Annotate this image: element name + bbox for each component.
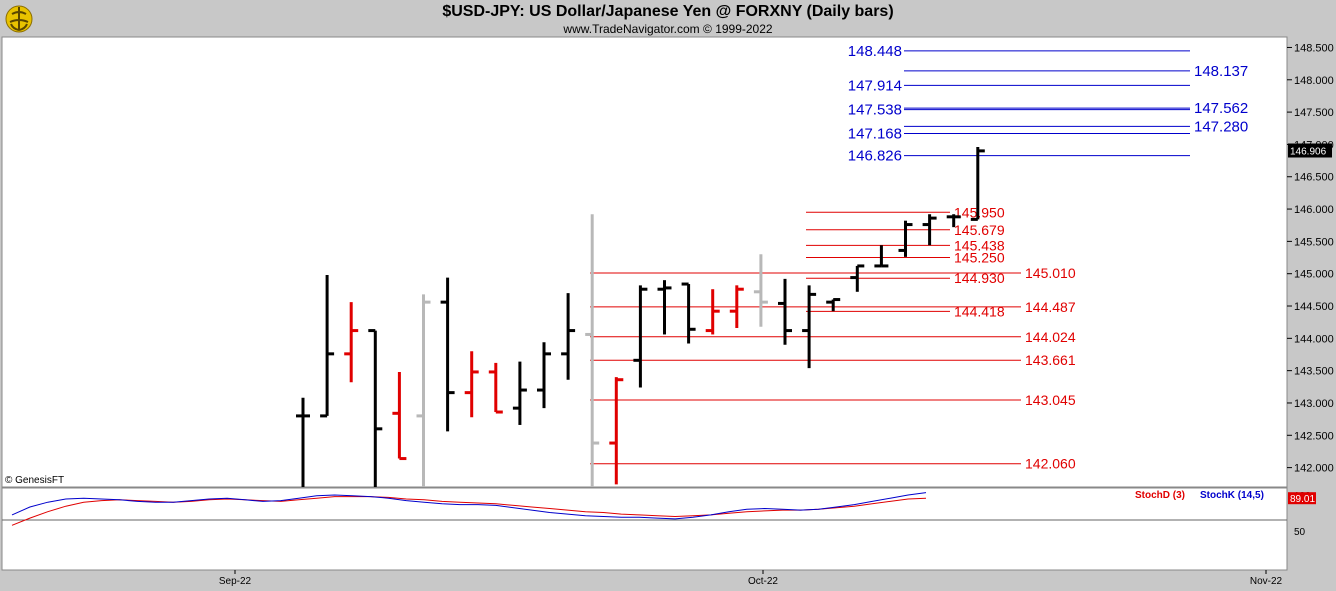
resistance-label: 147.914: [848, 77, 902, 94]
stochastic-panel: [1, 487, 1288, 571]
support-label: 145.950: [954, 204, 1005, 220]
ohlc-bar: [898, 220, 913, 257]
price-axis-label: 142.500: [1294, 430, 1334, 442]
price-axis-label: 146.000: [1294, 204, 1334, 216]
ohlc-bar: [440, 277, 455, 432]
ohlc-bar: [609, 377, 624, 485]
price-axis-label: 144.500: [1294, 301, 1334, 313]
ohlc-bar: [368, 329, 383, 487]
legend-stochk: StochK (14,5): [1200, 490, 1264, 501]
support-label: 142.060: [1025, 456, 1076, 472]
ohlc-bar: [729, 285, 744, 328]
support-label: 144.487: [1025, 299, 1076, 315]
price-axis-label: 143.000: [1294, 398, 1334, 410]
genesis-logo-icon: [5, 5, 33, 33]
chart-subtitle: www.TradeNavigator.com © 1999-2022: [563, 22, 773, 36]
support-label: 143.045: [1025, 392, 1076, 408]
support-label: 144.930: [954, 270, 1005, 286]
x-axis-label: Nov-22: [1250, 576, 1283, 587]
x-axis-label: Oct-22: [748, 576, 778, 587]
support-label: 145.010: [1025, 265, 1076, 281]
ohlc-bar: [512, 361, 527, 425]
ohlc-bar: [922, 214, 937, 246]
resistance-label: 148.448: [848, 43, 902, 60]
price-axis-label: 147.500: [1294, 107, 1334, 119]
ohlc-bar: [705, 289, 720, 335]
resistance-label: 148.137: [1194, 63, 1248, 80]
support-label: 145.250: [954, 250, 1005, 266]
ohlc-bar: [850, 264, 865, 292]
ohlc-bar: [826, 298, 841, 312]
price-panel: [1, 36, 1288, 488]
price-axis-label: 146.500: [1294, 172, 1334, 184]
stochk-line: [11, 492, 927, 520]
stochastic-axis-label: 50: [1294, 527, 1306, 538]
support-label: 145.679: [954, 222, 1005, 238]
ohlc-bar: [585, 214, 600, 487]
support-label: 144.024: [1025, 329, 1076, 345]
ohlc-bar: [778, 278, 792, 345]
price-axis-label: 145.000: [1294, 269, 1334, 281]
resistance-label: 147.538: [848, 102, 902, 119]
price-axis-label: 148.500: [1294, 42, 1334, 54]
resistance-label: 147.168: [848, 126, 902, 143]
chart-title: $USD-JPY: US Dollar/Japanese Yen @ FORXN…: [442, 3, 894, 20]
ohlc-bar: [464, 351, 479, 418]
ohlc-bar: [416, 294, 431, 487]
price-axis-label: 142.000: [1294, 463, 1334, 475]
resistance-label: 146.826: [848, 148, 902, 165]
support-label: 144.418: [954, 303, 1005, 319]
ohlc-bar: [970, 147, 985, 221]
ohlc-bar: [753, 254, 768, 327]
chart-header: $USD-JPY: US Dollar/Japanese Yen @ FORXN…: [0, 0, 1336, 37]
ohlc-bar: [946, 214, 961, 228]
ohlc-bar: [537, 342, 551, 409]
price-axis-label: 145.500: [1294, 236, 1334, 248]
last-price-label: 146.906: [1290, 146, 1327, 157]
ohlc-bar: [488, 362, 503, 414]
support-label: 143.661: [1025, 352, 1076, 368]
stochastic-last-box: [1288, 492, 1316, 505]
watermark: © GenesisFT: [5, 475, 64, 486]
ohlc-bar: [657, 280, 672, 335]
ohlc-bar: [802, 285, 817, 369]
legend-stochd: StochD (3): [1135, 490, 1185, 501]
ohlc-bar: [874, 245, 889, 268]
price-axis-label: 148.000: [1294, 75, 1334, 87]
ohlc-bar: [392, 371, 407, 461]
price-axis-label: 144.000: [1294, 333, 1334, 345]
ohlc-bar: [344, 302, 359, 383]
ohlc-bar: [681, 282, 696, 344]
stochastic-last-label: 89.01: [1290, 494, 1315, 505]
price-axis-label: 143.500: [1294, 366, 1334, 378]
x-axis-label: Sep-22: [219, 576, 252, 587]
last-price-box: [1288, 143, 1332, 158]
ohlc-bar: [561, 293, 576, 380]
ohlc-bar: [320, 274, 335, 418]
resistance-label: 147.562: [1194, 100, 1248, 117]
ohlc-bar: [633, 285, 648, 388]
ohlc-bar: [296, 397, 310, 487]
support-label: 145.438: [954, 237, 1005, 253]
resistance-label: 147.280: [1194, 118, 1248, 135]
